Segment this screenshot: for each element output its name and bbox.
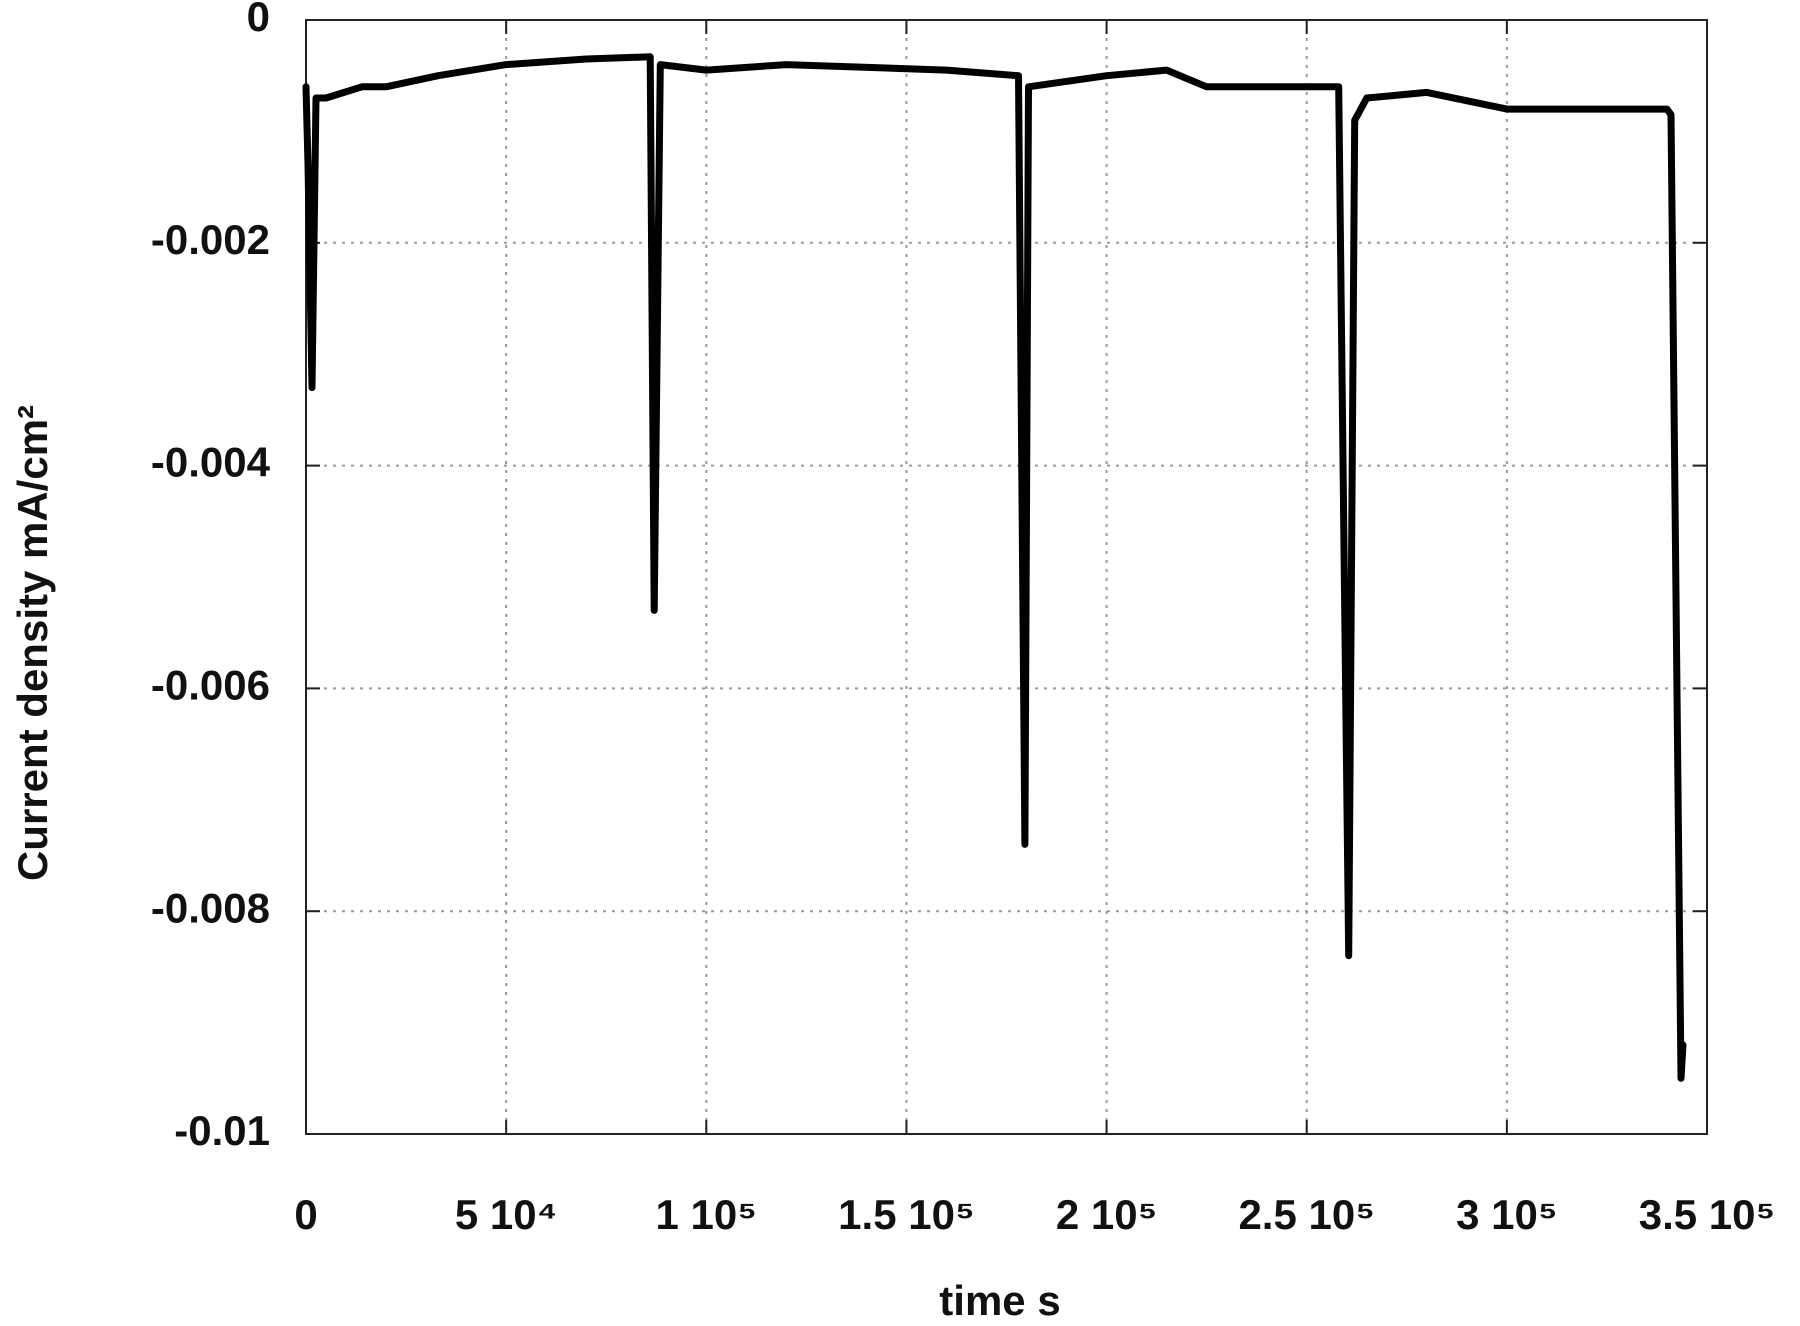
x-tick-label: 1 10⁵ (656, 1191, 757, 1238)
y-tick-label: -0.01 (174, 1107, 270, 1154)
x-tick-label: 3 10⁵ (1456, 1191, 1557, 1238)
x-tick-label: 5 10⁴ (455, 1191, 558, 1238)
data-line (302, 53, 1687, 1082)
y-tick-label: -0.002 (151, 216, 270, 263)
y-tick-label: -0.004 (151, 439, 271, 486)
y-axis-label: Current density mA/cm² (9, 405, 56, 881)
y-tick-label: -0.008 (151, 884, 270, 931)
y-tick-label: 0 (247, 0, 270, 40)
x-axis-label: time s (939, 1277, 1060, 1324)
x-tick-label: 2.5 10⁵ (1238, 1191, 1375, 1238)
x-tick-label: 2 10⁵ (1056, 1191, 1157, 1238)
y-tick-label: -0.006 (151, 661, 270, 708)
x-tick-label: 3.5 10⁵ (1639, 1191, 1776, 1238)
x-tick-label: 0 (294, 1191, 317, 1238)
x-tick-label: 1.5 10⁵ (838, 1191, 975, 1238)
plot-frame (305, 19, 1708, 1135)
